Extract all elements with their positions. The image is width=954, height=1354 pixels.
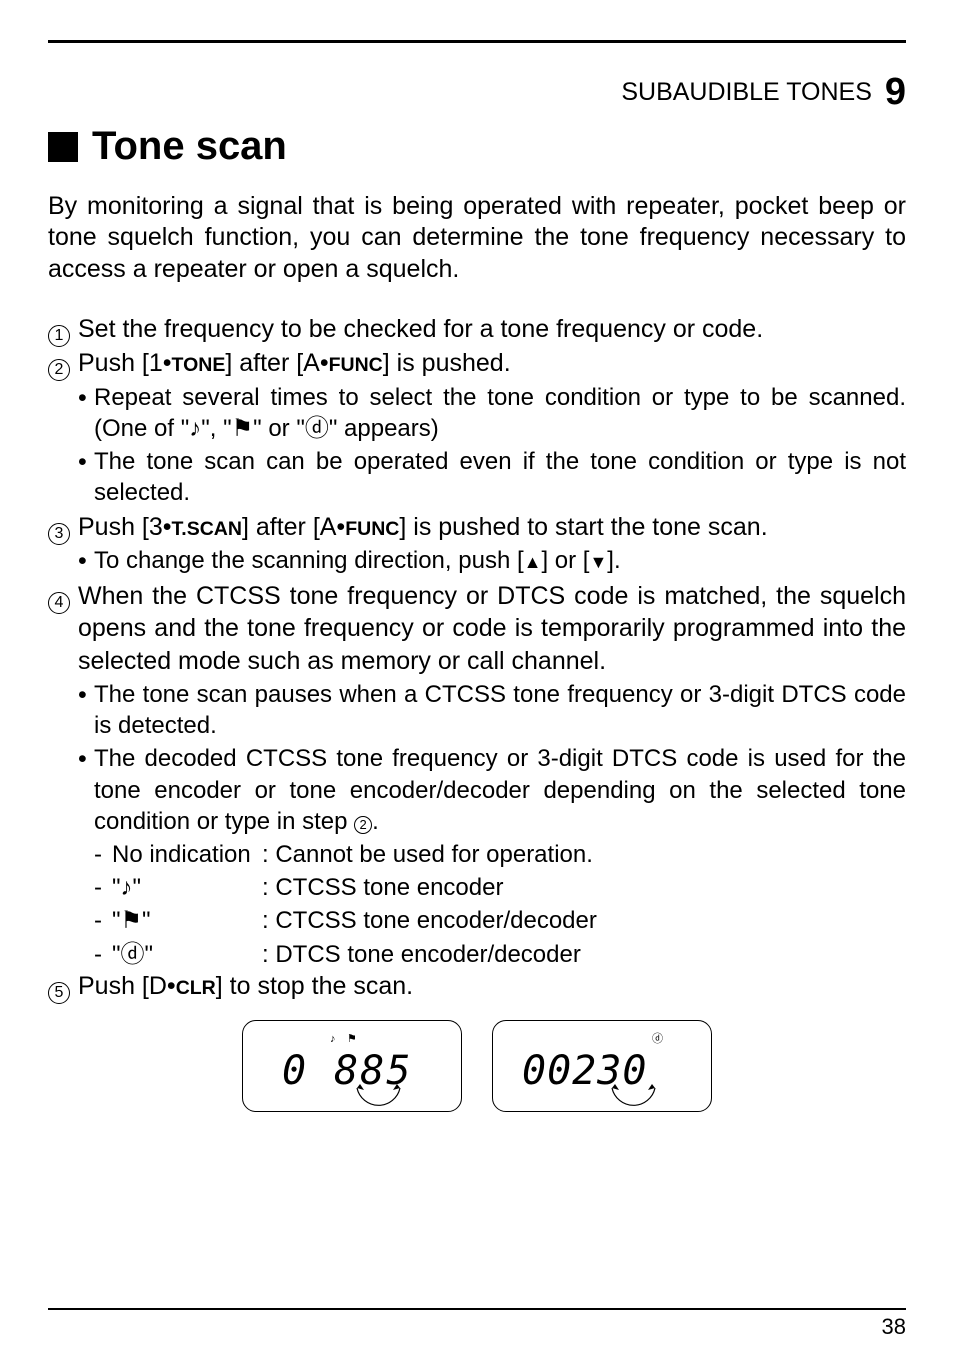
step-3: 3 Push [3•T.SCAN] after [A•FUNC] is push… — [48, 511, 906, 544]
up-arrow-icon — [524, 547, 542, 574]
step-text: Push [3•T.SCAN] after [A•FUNC] is pushed… — [78, 511, 906, 544]
sub-item: • The tone scan pauses when a CTCSS tone… — [78, 679, 906, 741]
lcd-right-svg: ⓓ 00230 — [502, 1026, 702, 1106]
step-number-icon: 1 — [48, 313, 78, 346]
step-number-icon: 5 — [48, 970, 78, 1003]
step-4: 4 When the CTCSS tone frequency or DTCS … — [48, 580, 906, 678]
steps-list: 1 Set the frequency to be checked for a … — [48, 313, 906, 1002]
indication-row: - No indication : Cannot be used for ope… — [94, 839, 906, 870]
step-number-icon: 2 — [48, 347, 78, 380]
indication-label: "ⓓ" — [112, 939, 262, 970]
key-label: FUNC — [345, 518, 399, 540]
indication-label: No indication — [112, 839, 262, 870]
title-row: Tone scan — [48, 124, 906, 169]
step-1: 1 Set the frequency to be checked for a … — [48, 313, 906, 346]
sub-item: • To change the scanning direction, push… — [78, 545, 906, 578]
note-icon: ♪ — [121, 874, 133, 901]
dash-icon: - — [94, 839, 112, 870]
chapter-number: 9 — [885, 71, 906, 113]
lcd-left-svg: ♪ ⚑ 0 885 — [252, 1026, 452, 1106]
bullet-icon: • — [78, 382, 94, 444]
step-text: Push [D•CLR] to stop the scan. — [78, 970, 906, 1003]
step-text: Push [1•TONE] after [A•FUNC] is pushed. — [78, 347, 906, 380]
indication-row: - "ⓓ" : DTCS tone encoder/decoder — [94, 939, 906, 970]
top-rule — [48, 40, 906, 43]
page-number: 38 — [48, 1308, 906, 1340]
step-text: Set the frequency to be checked for a to… — [78, 313, 906, 346]
step-text: When the CTCSS tone frequency or DTCS co… — [78, 580, 906, 678]
sub-text: The tone scan pauses when a CTCSS tone f… — [94, 679, 906, 741]
key-label: TONE — [172, 354, 226, 376]
key-label: CLR — [176, 977, 216, 999]
flag-icon: ⚑ — [232, 415, 254, 442]
step-ref-icon: 2 — [354, 816, 372, 834]
page-title: Tone scan — [92, 124, 287, 169]
d-icon: ⓓ — [121, 941, 145, 968]
lcd-value: 0 885 — [282, 1048, 412, 1094]
sub-text: Repeat several times to select the tone … — [94, 382, 906, 444]
sub-item: • The tone scan can be operated even if … — [78, 446, 906, 508]
section-title: SUBAUDIBLE TONES — [621, 78, 872, 106]
indication-label: "⚑" — [112, 905, 262, 936]
step-number-icon: 4 — [48, 580, 78, 678]
lcd-left: ♪ ⚑ 0 885 — [242, 1020, 462, 1112]
indication-desc: : DTCS tone encoder/decoder — [262, 939, 906, 970]
flag-icon: ⚑ — [121, 907, 143, 934]
note-icon: ♪ — [189, 415, 201, 442]
d-icon: ⓓ — [652, 1032, 663, 1045]
bullet-icon: • — [78, 545, 94, 578]
indication-desc: : CTCSS tone encoder/decoder — [262, 905, 906, 936]
indication-desc: : Cannot be used for operation. — [262, 839, 906, 870]
indication-row: - "♪" : CTCSS tone encoder — [94, 872, 906, 903]
down-arrow-icon — [589, 547, 607, 574]
note-icon: ♪ — [330, 1033, 336, 1045]
lcd-displays: ♪ ⚑ 0 885 ⓓ 00230 — [48, 1020, 906, 1112]
intro-paragraph: By monitoring a signal that is being ope… — [48, 191, 906, 285]
indication-desc: : CTCSS tone encoder — [262, 872, 906, 903]
dash-icon: - — [94, 939, 112, 970]
title-bullet-icon — [48, 132, 78, 162]
sub-text: The decoded CTCSS tone frequency or 3-di… — [94, 743, 906, 837]
bullet-icon: • — [78, 446, 94, 508]
indication-label: "♪" — [112, 872, 262, 903]
flag-icon: ⚑ — [347, 1033, 357, 1045]
step-5: 5 Push [D•CLR] to stop the scan. — [48, 970, 906, 1003]
key-label: FUNC — [329, 354, 383, 376]
lcd-value: 00230 — [522, 1048, 647, 1094]
sub-text: To change the scanning direction, push [… — [94, 545, 906, 578]
step-2: 2 Push [1•TONE] after [A•FUNC] is pushed… — [48, 347, 906, 380]
bullet-icon: • — [78, 743, 94, 837]
section-header: SUBAUDIBLE TONES 9 — [48, 71, 906, 114]
sub-item: • Repeat several times to select the ton… — [78, 382, 906, 444]
dash-icon: - — [94, 872, 112, 903]
dash-icon: - — [94, 905, 112, 936]
d-icon: ⓓ — [305, 415, 329, 442]
sub-text: The tone scan can be operated even if th… — [94, 446, 906, 508]
indication-row: - "⚑" : CTCSS tone encoder/decoder — [94, 905, 906, 936]
step-number-icon: 3 — [48, 511, 78, 544]
lcd-right: ⓓ 00230 — [492, 1020, 712, 1112]
sub-item: • The decoded CTCSS tone frequency or 3-… — [78, 743, 906, 837]
bullet-icon: • — [78, 679, 94, 741]
key-label: T.SCAN — [172, 518, 242, 540]
